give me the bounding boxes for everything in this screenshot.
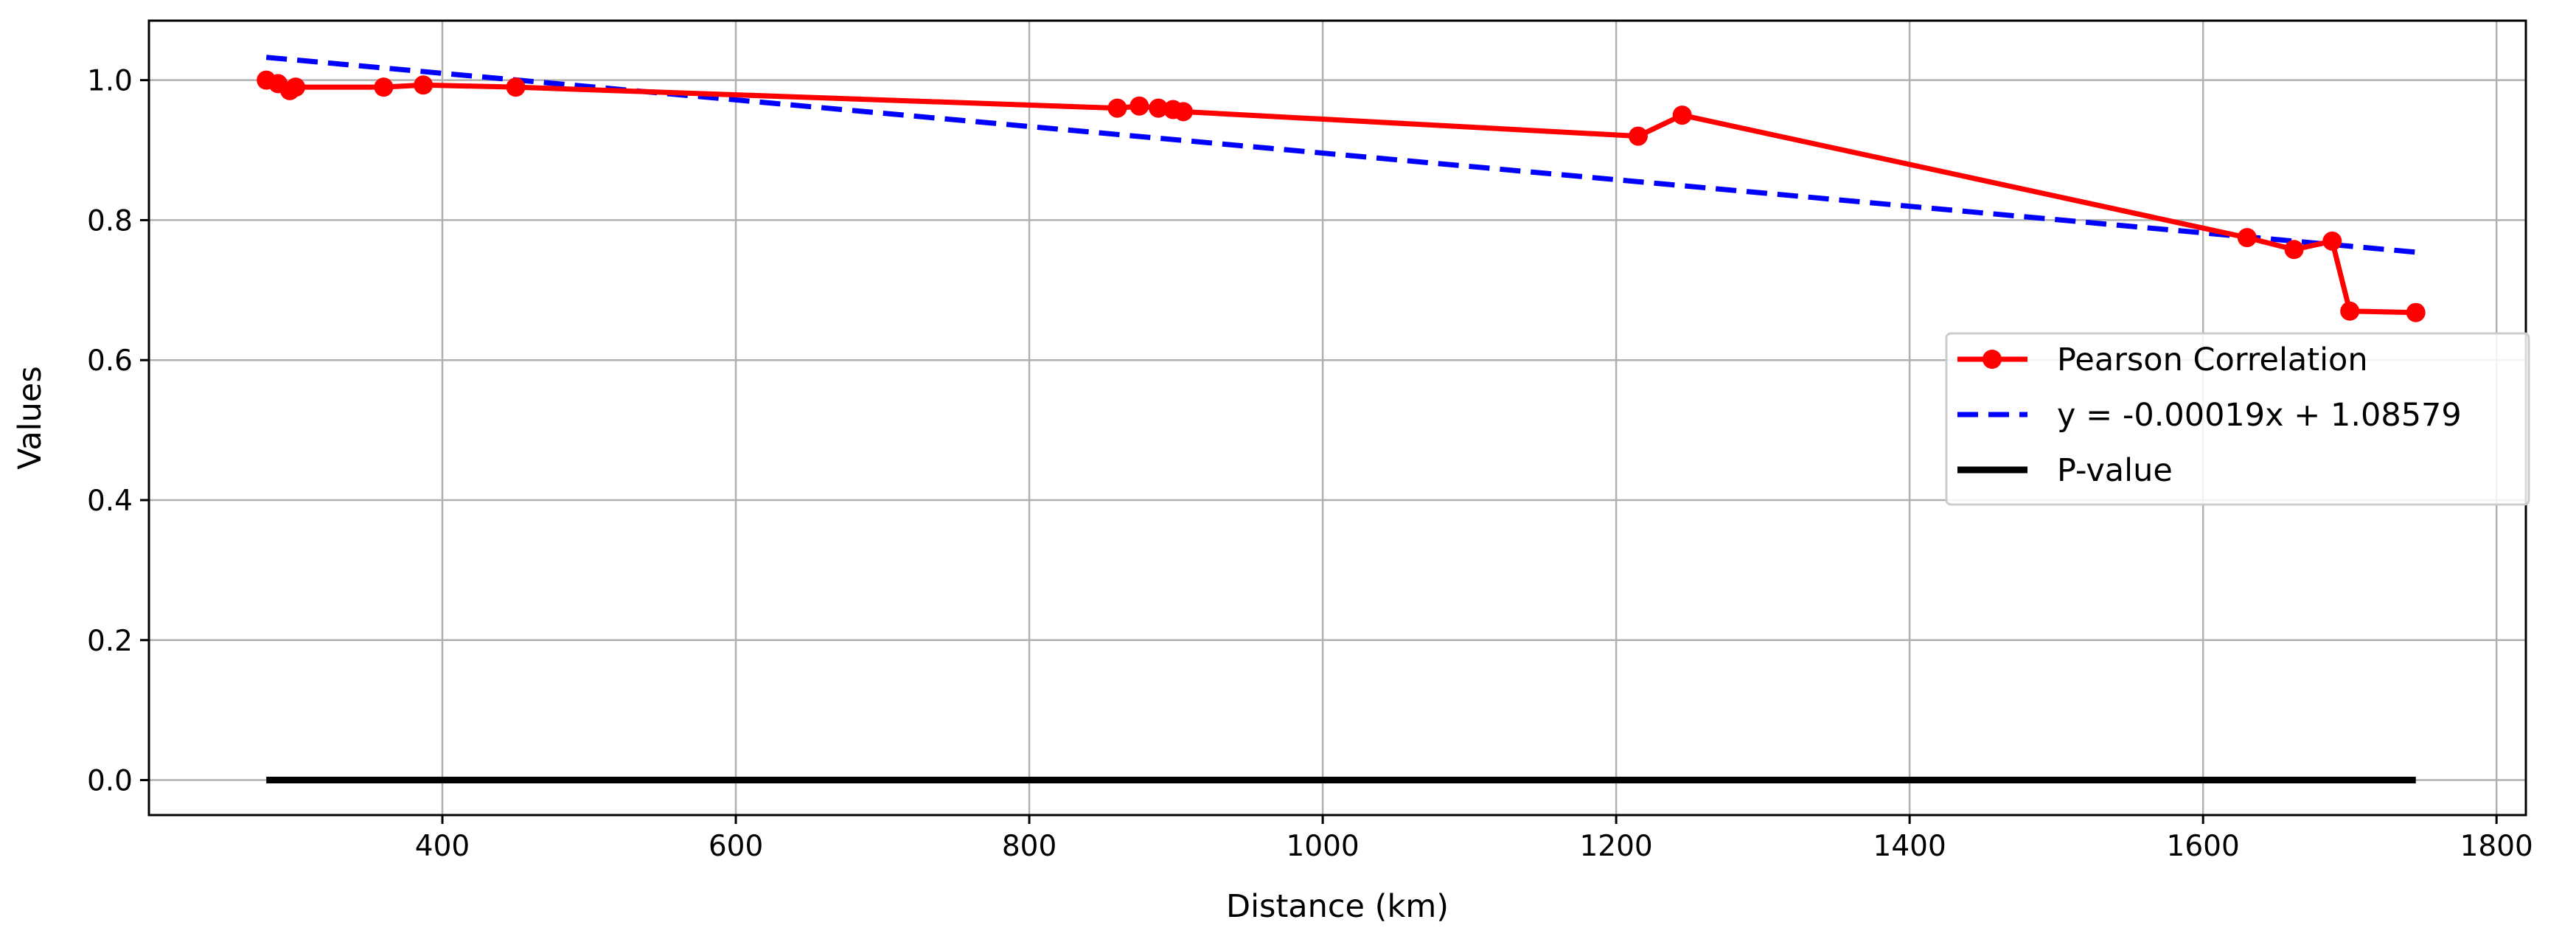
pearson-point <box>1149 98 1169 118</box>
pearson-point <box>414 75 434 95</box>
legend: Pearson Correlation y = -0.00019x + 1.085… <box>1945 332 2530 506</box>
pearson-point <box>506 77 526 97</box>
legend-pearson-label: Pearson Correlation <box>2057 342 2368 378</box>
y-tick-label: 1.0 <box>87 65 133 98</box>
x-tick-label: 600 <box>709 830 763 863</box>
pearson-point <box>1174 102 1194 122</box>
pearson-point <box>2406 302 2426 322</box>
x-axis-label: Distance (km) <box>1226 888 1449 925</box>
pearson-point <box>1628 126 1648 146</box>
y-tick-label: 0.6 <box>87 344 133 378</box>
pearson-point <box>2237 228 2257 248</box>
legend-p-value-label: P-value <box>2057 452 2173 489</box>
y-tick-label: 0.0 <box>87 765 133 798</box>
series-layer <box>257 55 2426 784</box>
y-axis: 0.0 0.2 0.4 0.6 0.8 1.0 <box>87 65 149 798</box>
pearson-point <box>2322 231 2342 251</box>
y-tick-label: 0.2 <box>87 625 133 658</box>
pearson-point <box>374 77 394 97</box>
x-tick-label: 800 <box>1002 830 1056 863</box>
x-tick-label: 1400 <box>1873 830 1946 863</box>
x-tick-label: 1800 <box>2460 830 2533 863</box>
legend-box <box>1945 332 2530 506</box>
x-tick-label: 400 <box>415 830 470 863</box>
legend-fit-label: y = -0.00019x + 1.08579 <box>2057 397 2462 434</box>
x-tick-label: 1000 <box>1286 830 1359 863</box>
y-axis-label: Values <box>12 366 49 470</box>
pearson-point <box>2284 240 2304 260</box>
pearson-point <box>1129 96 1149 116</box>
pearson-point <box>1107 98 1127 118</box>
pearson-point <box>1672 105 1692 125</box>
legend-pearson-marker <box>1983 350 2002 369</box>
y-tick-label: 0.8 <box>87 204 133 238</box>
y-tick-label: 0.4 <box>87 485 133 518</box>
pearson-point <box>286 77 306 97</box>
x-axis: 400 600 800 1000 1200 1400 1600 1800 <box>415 815 2533 863</box>
x-tick-label: 1600 <box>2167 830 2240 863</box>
pearson-point <box>2340 301 2360 321</box>
x-tick-label: 1200 <box>1579 830 1652 863</box>
